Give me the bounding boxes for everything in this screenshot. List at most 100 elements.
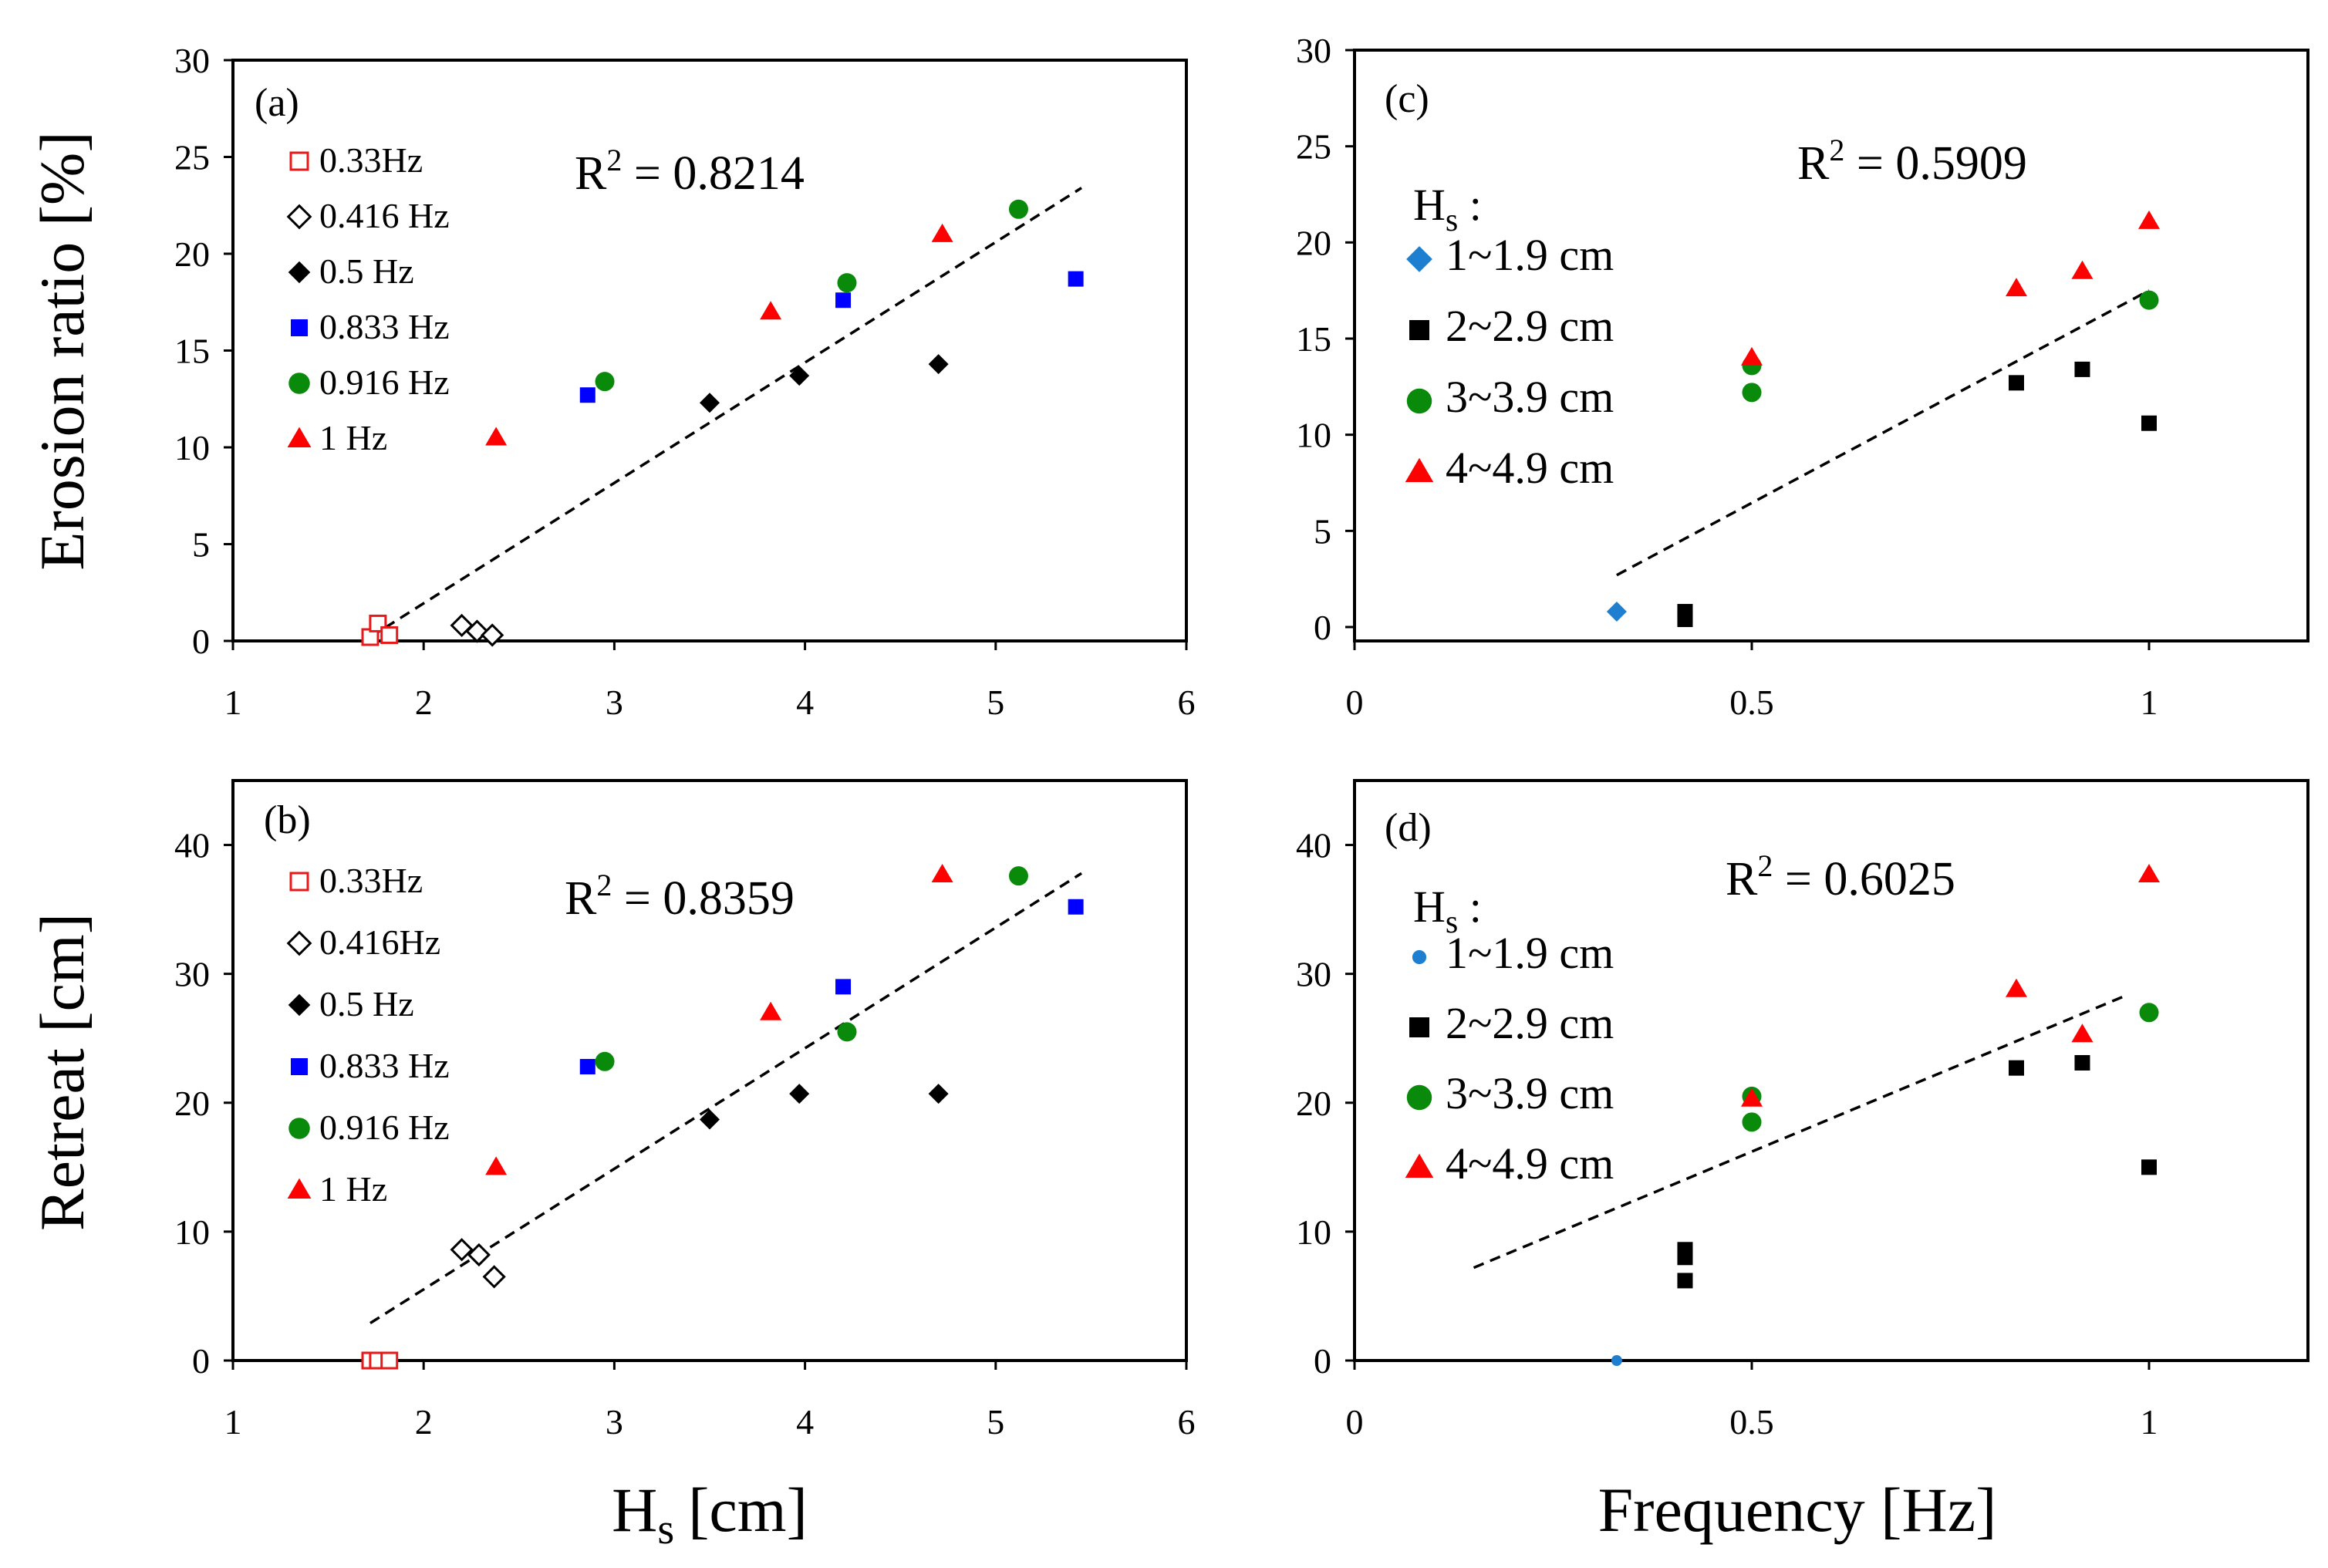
x-tick-label: 1 [224,1402,242,1442]
data-marks [1473,863,2160,1366]
legend-label: 0.916 Hz [319,1108,450,1147]
data-point [1677,612,1693,628]
data-point [2139,1003,2159,1023]
data-point [1008,199,1028,219]
y-tick-label: 25 [174,138,210,177]
r-squared-superscript: 2 [1757,848,1773,883]
legend-label: 1~1.9 cm [1446,928,1614,978]
r-squared-base: R [565,872,597,925]
data-point [700,393,720,413]
legend-marker [1406,388,1432,414]
legend: 0.33Hz 0.416Hz 0.5 Hz 0.833 Hz 0.916 Hz 1 Hz [286,861,450,1209]
data-point [1068,271,1084,287]
data-point [2141,1159,2157,1175]
legend-title: Hs : [1413,882,1482,940]
y-tick-label: 30 [174,41,210,80]
y-tick-label: 0 [192,622,210,661]
legend-marker [1405,1153,1434,1178]
r-squared-superscript: 2 [606,143,622,177]
legend-label: 0.5 Hz [319,251,414,291]
x-tick-label: 3 [606,683,623,722]
data-point [700,1109,720,1130]
legend-label: 0.916 Hz [319,362,450,402]
y-tick-label: 40 [1296,826,1331,865]
data-point [2071,260,2094,279]
r-squared-value: = 0.8359 [612,872,794,925]
data-point [835,292,852,309]
data-point [931,223,953,242]
y-tick-label: 20 [1296,1084,1331,1123]
legend-label: 0.416Hz [319,922,440,962]
legend-marker [1405,457,1434,482]
legend-marker [289,872,309,892]
data-point [2008,375,2024,391]
legend-marker [288,993,311,1017]
data-point [2005,978,2027,997]
r-squared-base: R [575,147,607,200]
y-tick-label: 5 [1314,511,1331,551]
data-point [1611,1355,1622,1366]
legend-marker [1406,246,1432,272]
data-point [2008,1060,2024,1076]
data-point [481,623,504,647]
y-axis-title: Erosion ratio [%] [27,131,97,570]
data-point [1677,1249,1693,1266]
legend-marker [289,151,309,171]
x-axis-title-unit: [cm] [688,1475,808,1545]
legend-marker [286,930,312,956]
panel-label: (d) [1385,806,1432,850]
panel-c: (c) R2 = 0.5909 Hs : 1~1.9 cm 2~2.9 cm 3~3… [1296,31,2309,722]
legend-label: 0.833 Hz [319,307,450,346]
plot-frame [1353,49,2309,642]
data-marks [361,187,1084,647]
data-point [2074,361,2090,377]
data-point [928,1084,949,1104]
data-point [485,427,508,446]
data-point [1741,346,1763,366]
data-point [2139,290,2159,310]
y-tick-label: 20 [1296,223,1331,262]
y-tick-label: 0 [1314,1341,1331,1381]
data-point [837,1022,857,1042]
x-tick-label: 0 [1346,683,1364,722]
legend-label: 2~2.9 cm [1446,998,1614,1048]
y-tick-label: 30 [174,955,210,994]
x-tick-label: 2 [415,683,433,722]
data-point [380,1351,399,1370]
r-squared-value: = 0.5909 [1844,137,2026,190]
y-tick-label: 5 [192,525,210,565]
legend-label: 3~3.9 cm [1446,372,1614,422]
x-tick-label: 0.5 [1729,1402,1774,1442]
legend-label: 1~1.9 cm [1446,230,1614,280]
data-point [485,1156,508,1175]
legend-title: Hs : [1413,180,1482,238]
r-squared-superscript: 2 [1829,133,1844,167]
data-point [595,1051,615,1071]
panel-label: (a) [255,81,299,125]
panel-label: (b) [264,798,311,842]
data-point [931,863,953,882]
data-marks [1606,210,2160,628]
y-tick-label: 15 [174,332,210,371]
data-point [760,301,782,320]
data-point [2138,863,2160,882]
legend-label: 3~3.9 cm [1446,1068,1614,1118]
r-squared-label: R2 = 0.8214 [575,143,805,200]
legend-marker [286,204,312,230]
data-point [1606,602,1627,622]
r-squared-value: = 0.6025 [1773,853,1955,905]
legend-label: 0.416 Hz [319,196,450,235]
y-tick-label: 10 [1296,1212,1331,1252]
data-point [467,1243,491,1267]
trendline [369,872,1082,1325]
legend-label: 1 Hz [319,418,387,457]
legend-marker [1412,949,1427,965]
data-point [2138,210,2160,229]
data-point [1742,383,1762,403]
data-point [837,273,857,293]
r-squared-value: = 0.8214 [622,147,804,200]
